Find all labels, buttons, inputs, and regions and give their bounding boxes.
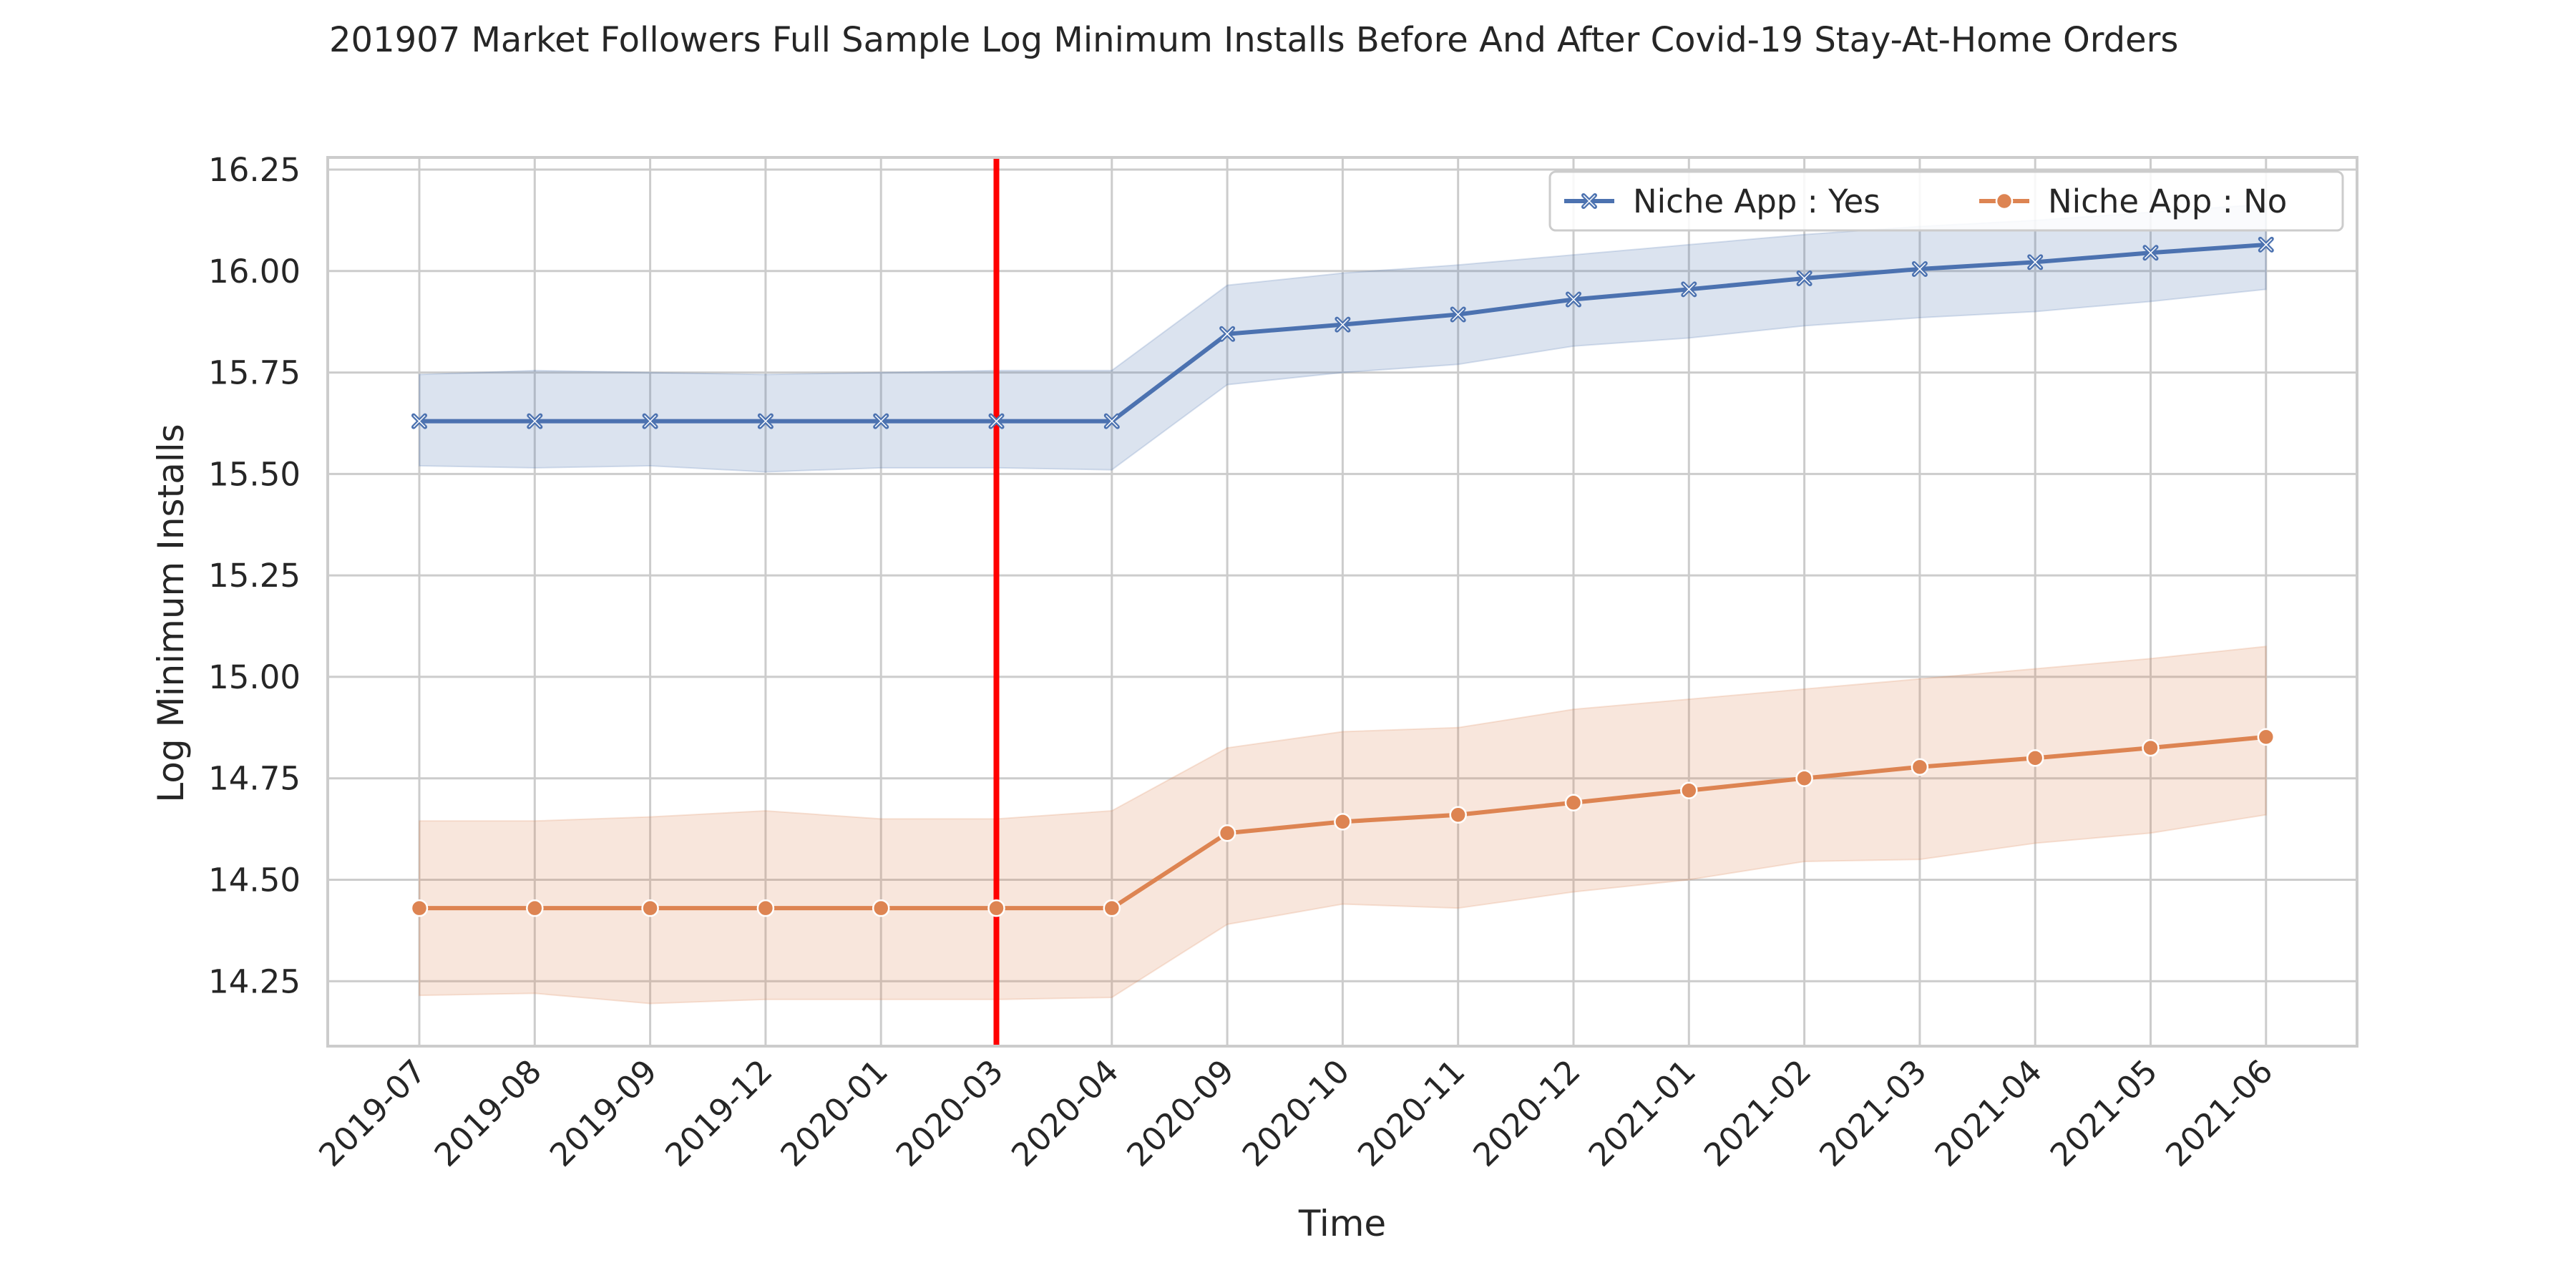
data-point (987, 899, 1005, 917)
data-point (2257, 728, 2275, 746)
series-markers (410, 236, 2275, 917)
x-tick-label: 2021-03 (1812, 1052, 1933, 1174)
x-tick-label: 2020-12 (1465, 1052, 1587, 1174)
y-tick-label: 14.25 (208, 962, 301, 1000)
confidence-band (419, 203, 2267, 473)
data-point (1450, 306, 1466, 323)
x-tick-label: 2019-07 (311, 1052, 433, 1174)
data-point (2142, 738, 2160, 757)
data-point (757, 413, 774, 429)
x-tick-label: 2021-02 (1697, 1052, 1818, 1174)
y-tick-label: 15.25 (208, 557, 301, 595)
x-tick-label: 2021-06 (2158, 1052, 2280, 1174)
x-tick-label: 2020-11 (1350, 1052, 1472, 1174)
plot-frame (326, 156, 2358, 1048)
data-point (527, 413, 543, 429)
data-point (2258, 236, 2274, 253)
data-point (1564, 794, 1583, 811)
x-tick-label: 2021-05 (2043, 1052, 2165, 1174)
data-point (641, 899, 659, 917)
x-tick-label: 2019-08 (427, 1052, 549, 1174)
y-tick-label: 16.00 (208, 253, 301, 291)
y-tick-label: 14.50 (208, 861, 301, 899)
chart-title: 201907 Market Followers Full Sample Log … (329, 20, 2178, 60)
data-point (526, 899, 544, 917)
data-point (1335, 316, 1351, 333)
data-point (1681, 281, 1697, 298)
x-tick-label: 2020-10 (1235, 1052, 1357, 1174)
data-point (2027, 254, 2044, 270)
data-point (1911, 758, 1929, 776)
x-tick-label: 2021-01 (1581, 1052, 1703, 1174)
data-point (2142, 245, 2159, 261)
data-point (1103, 899, 1121, 917)
data-point (411, 413, 427, 429)
data-point (873, 413, 889, 429)
data-point (642, 413, 658, 429)
data-point (1566, 291, 1581, 308)
x-tick-label: 2019-12 (658, 1052, 779, 1174)
data-point (1795, 769, 1813, 787)
data-point (988, 413, 1005, 429)
data-point (1103, 413, 1120, 429)
x-tick-label: 2020-01 (774, 1052, 895, 1174)
x-tick-label: 2020-03 (889, 1052, 1010, 1174)
legend-marker (1581, 193, 1597, 209)
legend-label: Niche App : No (2048, 182, 2287, 220)
data-point (1911, 260, 1928, 277)
data-point (1334, 813, 1352, 831)
legend-label: Niche App : Yes (1633, 182, 1880, 220)
data-point (410, 899, 429, 917)
legend-marker (1995, 192, 2014, 210)
data-point (1218, 824, 1236, 842)
y-axis-label: Log Minimum Installs (150, 424, 192, 802)
y-tick-label: 15.00 (208, 658, 301, 696)
x-tick-label: 2020-09 (1119, 1052, 1241, 1174)
x-tick-label: 2021-04 (1928, 1052, 2049, 1174)
legend-box (1548, 170, 2344, 232)
y-tick-label: 15.75 (208, 354, 301, 392)
legend: Niche App : Yes Niche App : No (1548, 170, 2344, 232)
data-point (1219, 326, 1236, 342)
x-axis-label: Time (1298, 1203, 1386, 1244)
y-tick-label: 14.75 (208, 760, 301, 798)
data-point (2026, 749, 2044, 767)
data-point (872, 899, 890, 917)
data-point (1680, 781, 1698, 799)
data-point (1449, 806, 1467, 824)
x-tick-label: 2019-09 (542, 1052, 664, 1174)
data-point (756, 899, 775, 917)
y-tick-label: 16.25 (208, 151, 301, 189)
y-tick-label: 15.50 (208, 455, 301, 493)
data-point (1796, 270, 1813, 287)
grid (328, 157, 2357, 1046)
x-tick-label: 2020-04 (1004, 1052, 1126, 1174)
